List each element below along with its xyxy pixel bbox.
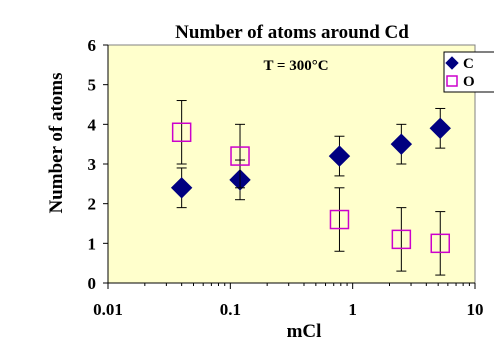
data-point-cl [328,145,351,167]
y-axis-label: Number of atoms [46,72,67,213]
legend-marker-o [446,75,458,87]
y-tick-label: 1 [88,234,97,253]
legend-label-cl: C [463,56,474,72]
data-point-o [430,233,451,254]
data-point-cl [429,117,451,140]
axes: 0 1 2 3 4 5 6 0.01 0.1 1 10 [88,36,484,319]
x-tick-label: 0.1 [220,300,241,319]
plot-area [107,44,476,284]
x-axis-label: mCl [287,321,322,342]
y-tick-label: 2 [88,195,97,214]
legend-label-o: O [463,74,475,90]
data-point-o [329,209,350,230]
data-point-o [230,146,250,166]
legend: CO [443,51,494,93]
chart-title: Number of atoms around Cd [175,22,409,43]
y-tick-label: 0 [88,274,97,293]
data-point-o [391,229,412,250]
y-tick-label: 5 [88,76,97,95]
data-marks [170,100,451,276]
x-tick-label: 0.01 [93,300,123,319]
x-tick-label: 1 [348,300,357,319]
temperature-annotation: T = 300°C [263,58,328,74]
data-point-o [171,122,192,143]
x-tick-label: 10 [467,300,484,319]
data-point-cl [390,133,413,155]
data-point-cl [170,177,193,199]
y-tick-label: 6 [88,36,97,55]
y-tick-label: 4 [88,115,97,134]
y-tick-label: 3 [88,155,97,174]
legend-marker-cl [445,56,459,70]
